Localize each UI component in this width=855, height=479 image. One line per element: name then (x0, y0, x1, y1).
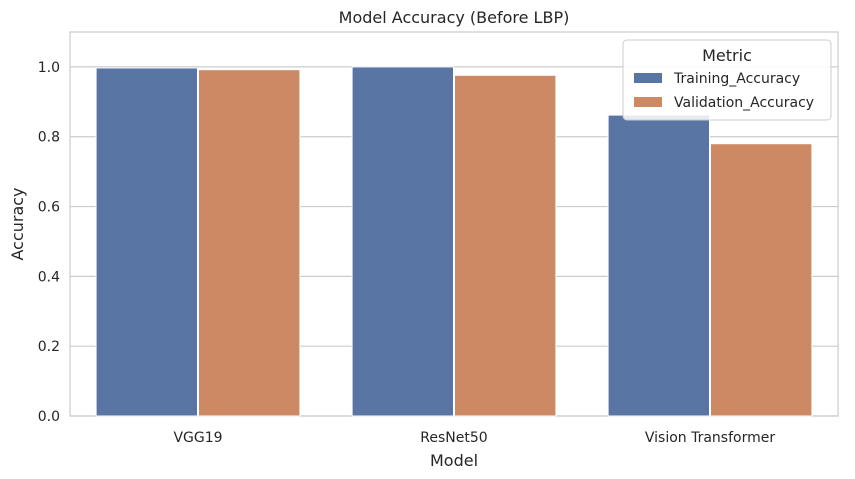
bar-training-accuracy-0 (95, 67, 198, 417)
x-tick-label: ResNet50 (420, 430, 487, 446)
x-axis-title: Model (430, 451, 478, 470)
y-tick-label: 0.2 (38, 339, 60, 355)
bar-validation-accuracy-2 (710, 143, 813, 417)
y-tick-label: 0.8 (38, 130, 60, 146)
y-tick-label: 0.0 (38, 409, 60, 425)
y-axis-title: Accuracy (8, 187, 27, 260)
x-tick-label: VGG19 (173, 430, 222, 446)
bar-validation-accuracy-0 (198, 69, 301, 417)
legend-swatch (634, 97, 662, 107)
chart-title: Model Accuracy (Before LBP) (339, 8, 570, 27)
y-tick-label: 1.0 (38, 60, 60, 76)
legend-swatch (634, 73, 662, 83)
bar-validation-accuracy-1 (454, 74, 557, 417)
x-tick-label: Vision Transformer (645, 430, 775, 446)
legend: Metric Training_Accuracy Validation_Accur… (622, 39, 832, 121)
bar-training-accuracy-1 (351, 66, 455, 417)
x-ticks: VGG19 ResNet50 Vision Transformer (173, 430, 775, 446)
legend-box (622, 39, 832, 121)
y-tick-label: 0.6 (38, 200, 60, 216)
bar-training-accuracy-2 (607, 114, 710, 417)
legend-title: Metric (702, 46, 752, 65)
legend-label: Training_Accuracy (673, 71, 800, 87)
legend-label: Validation_Accuracy (674, 95, 814, 111)
legend-items: Training_Accuracy Validation_Accuracy (634, 71, 814, 111)
bars (95, 66, 813, 417)
y-ticks: 0.0 0.2 0.4 0.6 0.8 1.0 (38, 60, 60, 425)
y-tick-label: 0.4 (38, 269, 60, 285)
